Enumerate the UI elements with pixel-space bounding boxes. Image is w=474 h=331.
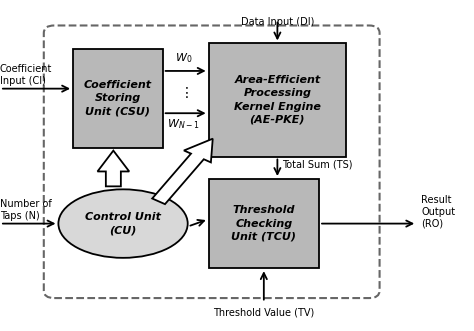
Text: Result
Output
(RO): Result Output (RO): [421, 195, 456, 228]
Text: Control Unit
(CU): Control Unit (CU): [85, 212, 161, 235]
FancyBboxPatch shape: [73, 49, 163, 148]
Text: Coefficient
Storing
Unit (CSU): Coefficient Storing Unit (CSU): [84, 80, 152, 117]
Text: Area-Efficient
Processing
Kernel Engine
(AE-PKE): Area-Efficient Processing Kernel Engine …: [234, 75, 321, 125]
FancyBboxPatch shape: [209, 179, 319, 268]
Text: Coefficient
Input (CI): Coefficient Input (CI): [0, 65, 52, 86]
Ellipse shape: [58, 189, 188, 258]
Text: Data Input (DI): Data Input (DI): [241, 17, 314, 26]
Text: Total Sum (TS): Total Sum (TS): [282, 160, 352, 170]
Polygon shape: [98, 151, 129, 186]
Text: Threshold
Checking
Unit (TCU): Threshold Checking Unit (TCU): [231, 206, 296, 242]
Polygon shape: [152, 139, 213, 204]
Text: Threshold Value (TV): Threshold Value (TV): [213, 307, 314, 317]
Text: $\vdots$: $\vdots$: [179, 85, 188, 100]
Text: Number of
Taps (N): Number of Taps (N): [0, 199, 52, 221]
Text: $W_0$: $W_0$: [175, 51, 192, 65]
Text: $W_{N-1}$: $W_{N-1}$: [167, 118, 200, 131]
FancyBboxPatch shape: [209, 43, 346, 157]
